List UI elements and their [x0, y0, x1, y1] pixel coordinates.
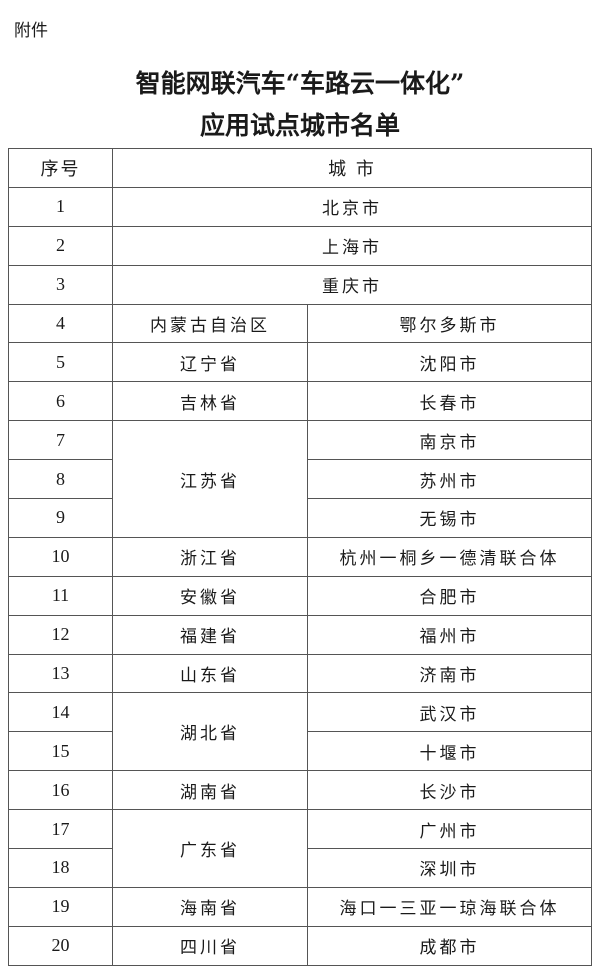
- city-cell: 十堰市: [306, 731, 593, 772]
- province-cell: 四川省: [112, 925, 308, 966]
- city-cell: 北京市: [111, 186, 593, 227]
- row-number: 4: [8, 303, 113, 344]
- city-cell: 沈阳市: [306, 342, 593, 383]
- row-number: 15: [8, 731, 113, 772]
- city-cell: 广州市: [306, 809, 593, 850]
- table-row: 19 海南省 海口一三亚一琼海联合体: [8, 886, 593, 927]
- province-cell: 江苏省: [112, 420, 308, 538]
- city-cell: 长沙市: [306, 770, 593, 811]
- row-number: 10: [8, 536, 113, 577]
- row-number: 6: [8, 381, 113, 422]
- city-cell: 重庆市: [111, 264, 593, 305]
- table-row: 16 湖南省 长沙市: [8, 770, 593, 811]
- row-number: 18: [8, 848, 113, 888]
- document-title-line1: 智能网联汽车“车路云一体化”: [135, 69, 465, 98]
- row-number: 19: [8, 886, 113, 927]
- document-title-line2: 应用试点城市名单: [199, 111, 400, 140]
- table-row: 6 吉林省 长春市: [8, 381, 593, 422]
- province-cell: 安徽省: [112, 575, 308, 616]
- table-row: 13 山东省 济南市: [8, 653, 593, 694]
- table-row: 18 深圳市: [8, 848, 593, 888]
- row-number: 16: [8, 770, 113, 811]
- table-row: 9 无锡市: [8, 498, 593, 538]
- row-number: 5: [8, 342, 113, 383]
- table-row: 11 安徽省 合肥市: [8, 575, 593, 616]
- city-cell: 武汉市: [306, 692, 593, 733]
- province-cell: 吉林省: [112, 381, 308, 422]
- city-cell: 杭州一桐乡一德清联合体: [306, 536, 593, 577]
- city-cell: 合肥市: [306, 575, 593, 616]
- row-number: 17: [8, 809, 113, 850]
- province-cell: 福建省: [112, 614, 308, 655]
- table-row: 15 十堰市: [8, 731, 593, 772]
- table-row: 17 广东省 广州市: [8, 809, 593, 888]
- row-number: 13: [8, 653, 113, 694]
- table-row: 3 重庆市: [8, 264, 593, 305]
- city-cell: 海口一三亚一琼海联合体: [306, 886, 593, 927]
- province-cell: 浙江省: [112, 536, 308, 577]
- city-cell: 鄂尔多斯市: [306, 303, 593, 344]
- row-number: 7: [8, 420, 113, 461]
- province-cell: 山东省: [112, 653, 308, 694]
- row-number: 11: [8, 575, 113, 616]
- province-cell: 湖南省: [112, 770, 308, 811]
- attachment-label: 附件: [14, 21, 48, 41]
- city-cell: 苏州市: [306, 459, 593, 500]
- row-number: 12: [8, 614, 113, 655]
- header-city: 城 市: [111, 148, 593, 188]
- city-cell: 南京市: [306, 420, 593, 461]
- city-cell: 福州市: [306, 614, 593, 655]
- row-number: 14: [8, 692, 113, 733]
- table-row: 1 北京市: [8, 186, 593, 227]
- table-row: 4 内蒙古自治区 鄂尔多斯市: [8, 303, 593, 344]
- table-row: 12 福建省 福州市: [8, 614, 593, 655]
- row-number: 8: [8, 459, 113, 500]
- province-cell: 湖北省: [112, 692, 308, 772]
- row-number: 3: [8, 264, 113, 305]
- pilot-city-table: 序号 城 市 1 北京市 2 上海市 3 重庆市 4 内蒙古自治区 鄂尔多斯市 5 辽宁省 沈阳市 6 吉…: [8, 148, 593, 966]
- table-row: 7 江苏省 南京市: [8, 420, 593, 538]
- header-index: 序号: [8, 148, 113, 188]
- city-cell: 长春市: [306, 381, 593, 422]
- province-cell: 海南省: [112, 886, 308, 927]
- province-cell: 辽宁省: [112, 342, 308, 383]
- row-number: 2: [8, 225, 113, 266]
- province-cell: 广东省: [112, 809, 308, 888]
- city-cell: 上海市: [111, 225, 593, 266]
- row-number: 9: [8, 498, 113, 538]
- province-cell: 内蒙古自治区: [112, 303, 308, 344]
- table-row: 14 湖北省 武汉市: [8, 692, 593, 772]
- table-row: 10 浙江省 杭州一桐乡一德清联合体: [8, 536, 593, 577]
- table-header-row: 序号 城 市: [8, 148, 593, 188]
- city-cell: 深圳市: [306, 848, 593, 888]
- city-cell: 济南市: [306, 653, 593, 694]
- table-row: 2 上海市: [8, 225, 593, 266]
- table-row: 20 四川省 成都市: [8, 925, 593, 966]
- table-row: 5 辽宁省 沈阳市: [8, 342, 593, 383]
- row-number: 1: [8, 186, 113, 227]
- row-number: 20: [8, 925, 113, 966]
- city-cell: 无锡市: [306, 498, 593, 538]
- city-cell: 成都市: [306, 925, 593, 966]
